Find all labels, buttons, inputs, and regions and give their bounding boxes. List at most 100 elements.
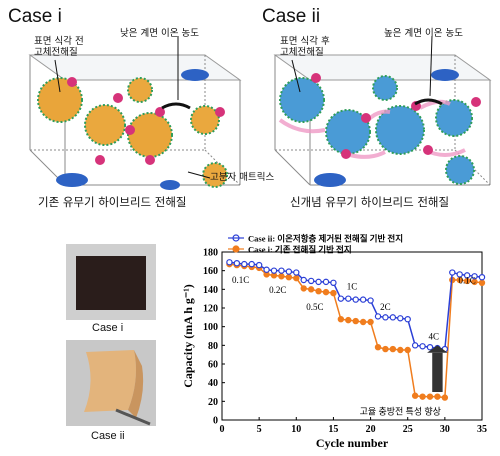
- case-ii-interface-pointer: [429, 35, 433, 97]
- case-ii-illustration: [273, 35, 492, 187]
- data-point-case-i: [478, 279, 486, 287]
- case-i-li-ions: [67, 77, 225, 165]
- y-tick-label: 100: [203, 322, 218, 333]
- data-point-case-ii: [456, 271, 463, 278]
- data-point-case-ii: [248, 260, 255, 268]
- case-ii-panel: Case ii: [250, 0, 500, 215]
- y-tick-label: 20: [208, 397, 218, 408]
- data-point-case-ii: [330, 279, 337, 287]
- case-ii-surface-pointer: [291, 59, 301, 93]
- rate-label: 1C: [347, 281, 358, 291]
- data-point-case-i: [411, 392, 419, 399]
- data-point-case-ii: [270, 267, 278, 274]
- case-ii-interface-arc: [414, 98, 443, 106]
- data-point-case-ii: [263, 266, 270, 273]
- case-i-surface-label: 표면 식각 전 고체전해질: [34, 36, 84, 58]
- x-tick-label: 25: [403, 424, 413, 435]
- rate-label: 0.1C: [459, 276, 476, 286]
- data-point-case-i: [389, 345, 397, 353]
- case-ii-title: Case ii: [262, 6, 321, 27]
- photo-case-i-caption: Case i: [92, 322, 124, 334]
- case-i-interface-arc: [161, 102, 191, 110]
- y-tick-label: 60: [208, 360, 218, 371]
- data-point-case-i: [315, 288, 322, 295]
- data-point-case-ii: [233, 260, 241, 267]
- data-point-case-i: [278, 273, 285, 280]
- data-point-case-i: [345, 316, 352, 324]
- case-i-caption: 기존 유무기 하이브리드 전해질: [38, 195, 187, 209]
- data-point-case-ii: [300, 276, 307, 284]
- x-tick-label: 30: [440, 424, 450, 435]
- y-axis-label: Capacity (mA h g⁻¹): [181, 284, 195, 388]
- data-point-case-i: [374, 343, 382, 351]
- data-point-case-ii: [307, 277, 315, 285]
- x-tick-label: 20: [366, 424, 376, 435]
- data-point-case-i: [352, 317, 359, 325]
- case-i-surface-pointer: [54, 59, 61, 93]
- data-point-case-ii: [278, 267, 285, 274]
- annotation-text: 고율 충방전 특성 향상: [360, 405, 441, 416]
- data-point-case-i: [434, 393, 441, 400]
- data-point-case-ii: [359, 296, 367, 303]
- case-i-matrix-label: 고분자 매트릭스: [210, 172, 275, 183]
- data-point-case-i: [404, 346, 411, 354]
- y-tick-label: 0: [213, 416, 218, 427]
- data-point-case-ii: [397, 315, 404, 322]
- data-point-case-ii: [374, 313, 382, 320]
- data-point-case-i: [285, 274, 293, 281]
- data-point-case-ii: [322, 278, 330, 286]
- data-point-case-ii: [293, 269, 300, 276]
- case-ii-interface-label: 높은 계면 이온 농도: [384, 28, 463, 39]
- data-point-case-i: [307, 286, 315, 293]
- data-point-case-ii: [411, 342, 419, 349]
- case-ii-surface-label: 표면 식각 후 고체전해질: [280, 36, 330, 58]
- data-point-case-i: [322, 288, 330, 296]
- legend-label: Case ii: 이온저항층 제거된 전해질 기반 전지: [248, 234, 403, 244]
- y-tick-label: 140: [203, 285, 218, 296]
- improvement-arrow-shaft: [432, 352, 443, 392]
- data-point-case-i: [367, 318, 374, 326]
- case-i-particles: [37, 69, 228, 190]
- y-tick-label: 120: [203, 304, 218, 315]
- x-tick-label: 5: [257, 424, 262, 435]
- rate-label: 0.1C: [232, 275, 249, 285]
- rate-capability-chart: 0 5 10 15 20 25 30 35 0 20 40 60 80 100 120 140 160 180 Cy…: [181, 234, 487, 451]
- photo-case-ii-caption: Case ii: [91, 430, 125, 442]
- data-point-case-ii: [255, 261, 263, 269]
- improvement-arrow-head: [427, 345, 448, 353]
- case-i-illustration: [28, 36, 242, 190]
- case-i-matrix-pointer: [187, 171, 211, 179]
- case-i-interface-label: 낮은 계면 이온 농도: [120, 28, 199, 39]
- plot-frame: [221, 251, 483, 421]
- data-point-case-i: [397, 346, 404, 354]
- data-point-case-ii: [419, 343, 426, 350]
- data-point-case-i: [337, 315, 345, 323]
- data-point-case-ii: [404, 315, 411, 323]
- data-point-case-i: [300, 285, 307, 292]
- data-point-case-ii: [382, 314, 389, 321]
- data-point-case-ii: [389, 314, 397, 321]
- x-tick-label: 35: [477, 424, 487, 435]
- x-tick-label: 0: [220, 424, 225, 435]
- data-point-case-i: [426, 393, 434, 400]
- legend-label: Case i: 기존 전해질 기반 전지: [248, 245, 352, 255]
- data-point-case-ii: [337, 295, 345, 302]
- x-tick-label: 10: [291, 424, 301, 435]
- x-tick-label: 15: [328, 424, 338, 435]
- data-point-case-ii: [471, 273, 478, 280]
- rate-label: 0.2C: [269, 285, 286, 295]
- data-point-case-i: [419, 393, 426, 400]
- photo-case-ii: [66, 340, 156, 426]
- rate-label: 0.5C: [306, 302, 323, 312]
- data-point-case-ii: [352, 296, 359, 303]
- data-point-case-ii: [345, 295, 352, 302]
- case-i-title: Case i: [8, 6, 62, 27]
- case-ii-particles: [279, 69, 475, 187]
- data-point-case-ii: [426, 343, 434, 351]
- case-ii-li-ions: [311, 73, 481, 159]
- data-point-case-ii: [315, 278, 322, 286]
- data-point-case-i: [382, 345, 389, 353]
- data-point-case-ii: [285, 268, 293, 275]
- y-tick-label: 40: [208, 378, 218, 389]
- data-point-case-i: [441, 394, 449, 401]
